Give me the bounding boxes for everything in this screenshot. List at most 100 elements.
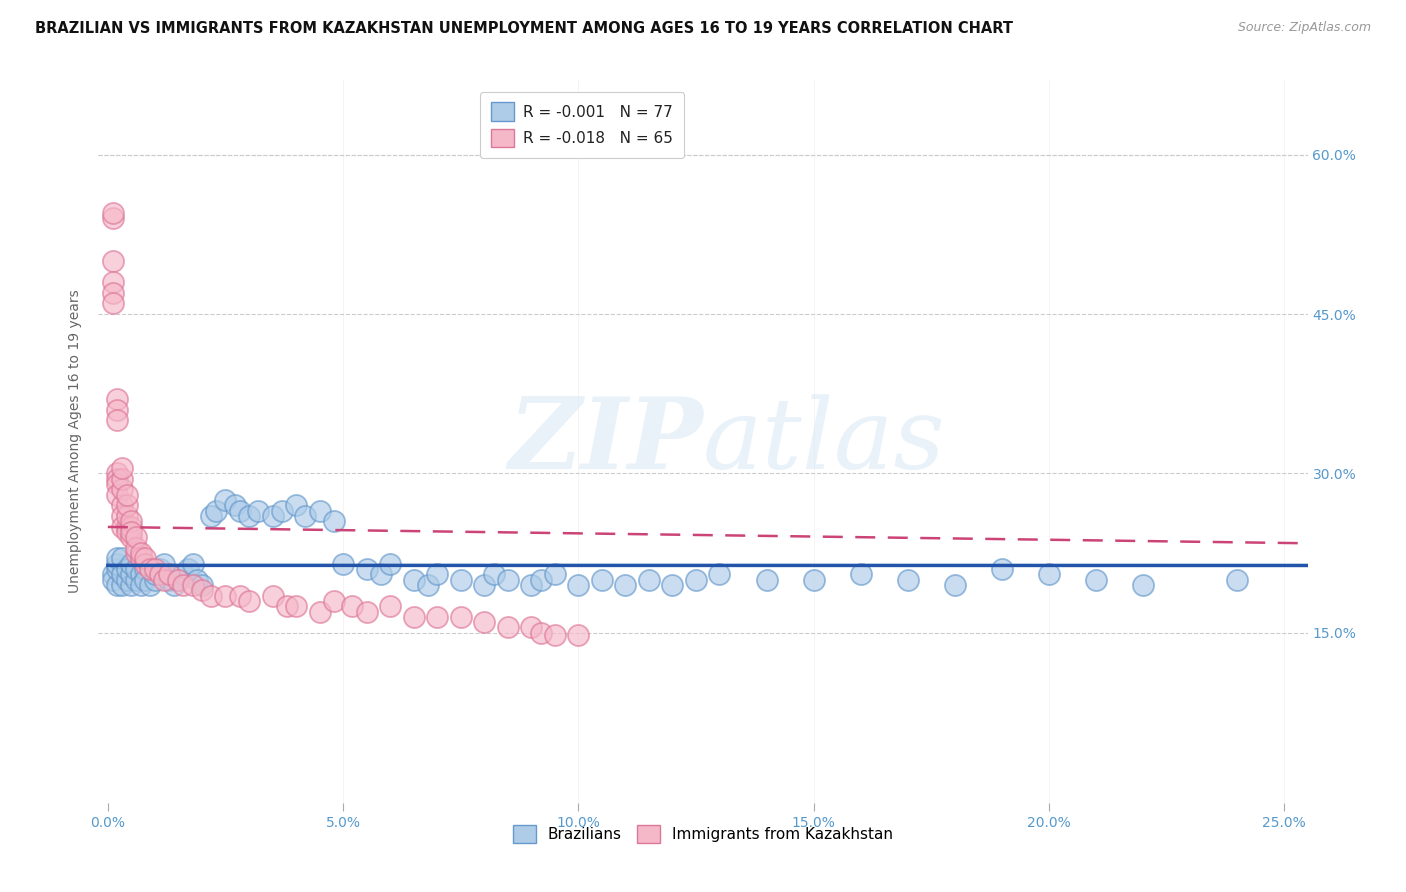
Point <box>163 578 186 592</box>
Point <box>153 573 176 587</box>
Point <box>105 551 128 566</box>
Point <box>591 573 613 587</box>
Point <box>167 573 190 587</box>
Point <box>567 628 589 642</box>
Point <box>177 562 200 576</box>
Point <box>129 546 152 560</box>
Y-axis label: Unemployment Among Ages 16 to 19 years: Unemployment Among Ages 16 to 19 years <box>67 290 82 593</box>
Point <box>105 557 128 571</box>
Point <box>105 413 128 427</box>
Point <box>105 467 128 481</box>
Point <box>450 610 472 624</box>
Point <box>115 524 138 539</box>
Point <box>370 567 392 582</box>
Point <box>482 567 505 582</box>
Point <box>205 503 228 517</box>
Point <box>332 557 354 571</box>
Point <box>181 578 204 592</box>
Point <box>172 578 194 592</box>
Point <box>638 573 661 587</box>
Point <box>111 519 134 533</box>
Point <box>1226 573 1249 587</box>
Point <box>803 573 825 587</box>
Point <box>426 567 449 582</box>
Point <box>134 573 156 587</box>
Point <box>115 498 138 512</box>
Point <box>322 594 344 608</box>
Point <box>120 519 142 533</box>
Point <box>1084 573 1107 587</box>
Point <box>134 557 156 571</box>
Point <box>125 541 148 555</box>
Point <box>105 472 128 486</box>
Point <box>111 578 134 592</box>
Point <box>105 562 128 576</box>
Point <box>186 573 208 587</box>
Point <box>129 578 152 592</box>
Point <box>172 567 194 582</box>
Point <box>101 573 124 587</box>
Point <box>143 562 166 576</box>
Point <box>276 599 298 614</box>
Point <box>262 589 284 603</box>
Text: atlas: atlas <box>703 394 946 489</box>
Point <box>214 493 236 508</box>
Point <box>214 589 236 603</box>
Point <box>120 567 142 582</box>
Point <box>342 599 364 614</box>
Point <box>356 605 378 619</box>
Point <box>111 498 134 512</box>
Point <box>129 551 152 566</box>
Point <box>111 472 134 486</box>
Point <box>614 578 637 592</box>
Point <box>496 620 519 634</box>
Point <box>167 573 190 587</box>
Point <box>308 503 330 517</box>
Point <box>685 573 707 587</box>
Point <box>101 206 124 220</box>
Point <box>416 578 439 592</box>
Point <box>262 508 284 523</box>
Point <box>271 503 294 517</box>
Point <box>238 594 260 608</box>
Point <box>755 573 778 587</box>
Point <box>544 628 567 642</box>
Point <box>105 402 128 417</box>
Point <box>125 546 148 560</box>
Point <box>238 508 260 523</box>
Point <box>567 578 589 592</box>
Point <box>378 599 401 614</box>
Point <box>120 578 142 592</box>
Text: BRAZILIAN VS IMMIGRANTS FROM KAZAKHSTAN UNEMPLOYMENT AMONG AGES 16 TO 19 YEARS C: BRAZILIAN VS IMMIGRANTS FROM KAZAKHSTAN … <box>35 21 1014 36</box>
Point <box>356 562 378 576</box>
Point <box>149 562 172 576</box>
Point <box>139 578 162 592</box>
Point <box>125 530 148 544</box>
Point <box>1038 567 1060 582</box>
Point <box>101 296 124 310</box>
Point <box>111 483 134 497</box>
Point <box>228 503 250 517</box>
Point <box>120 530 142 544</box>
Point <box>157 567 180 582</box>
Point <box>294 508 316 523</box>
Point <box>157 573 180 587</box>
Point <box>191 583 214 598</box>
Point <box>120 557 142 571</box>
Point <box>101 254 124 268</box>
Point <box>101 275 124 289</box>
Legend: Brazilians, Immigrants from Kazakhstan: Brazilians, Immigrants from Kazakhstan <box>506 819 900 849</box>
Point <box>105 392 128 406</box>
Point <box>115 573 138 587</box>
Point <box>143 573 166 587</box>
Point <box>120 524 142 539</box>
Point <box>308 605 330 619</box>
Point <box>943 578 966 592</box>
Point <box>450 573 472 587</box>
Point <box>709 567 731 582</box>
Point <box>115 519 138 533</box>
Point <box>191 578 214 592</box>
Point <box>530 573 553 587</box>
Point <box>426 610 449 624</box>
Point <box>143 567 166 582</box>
